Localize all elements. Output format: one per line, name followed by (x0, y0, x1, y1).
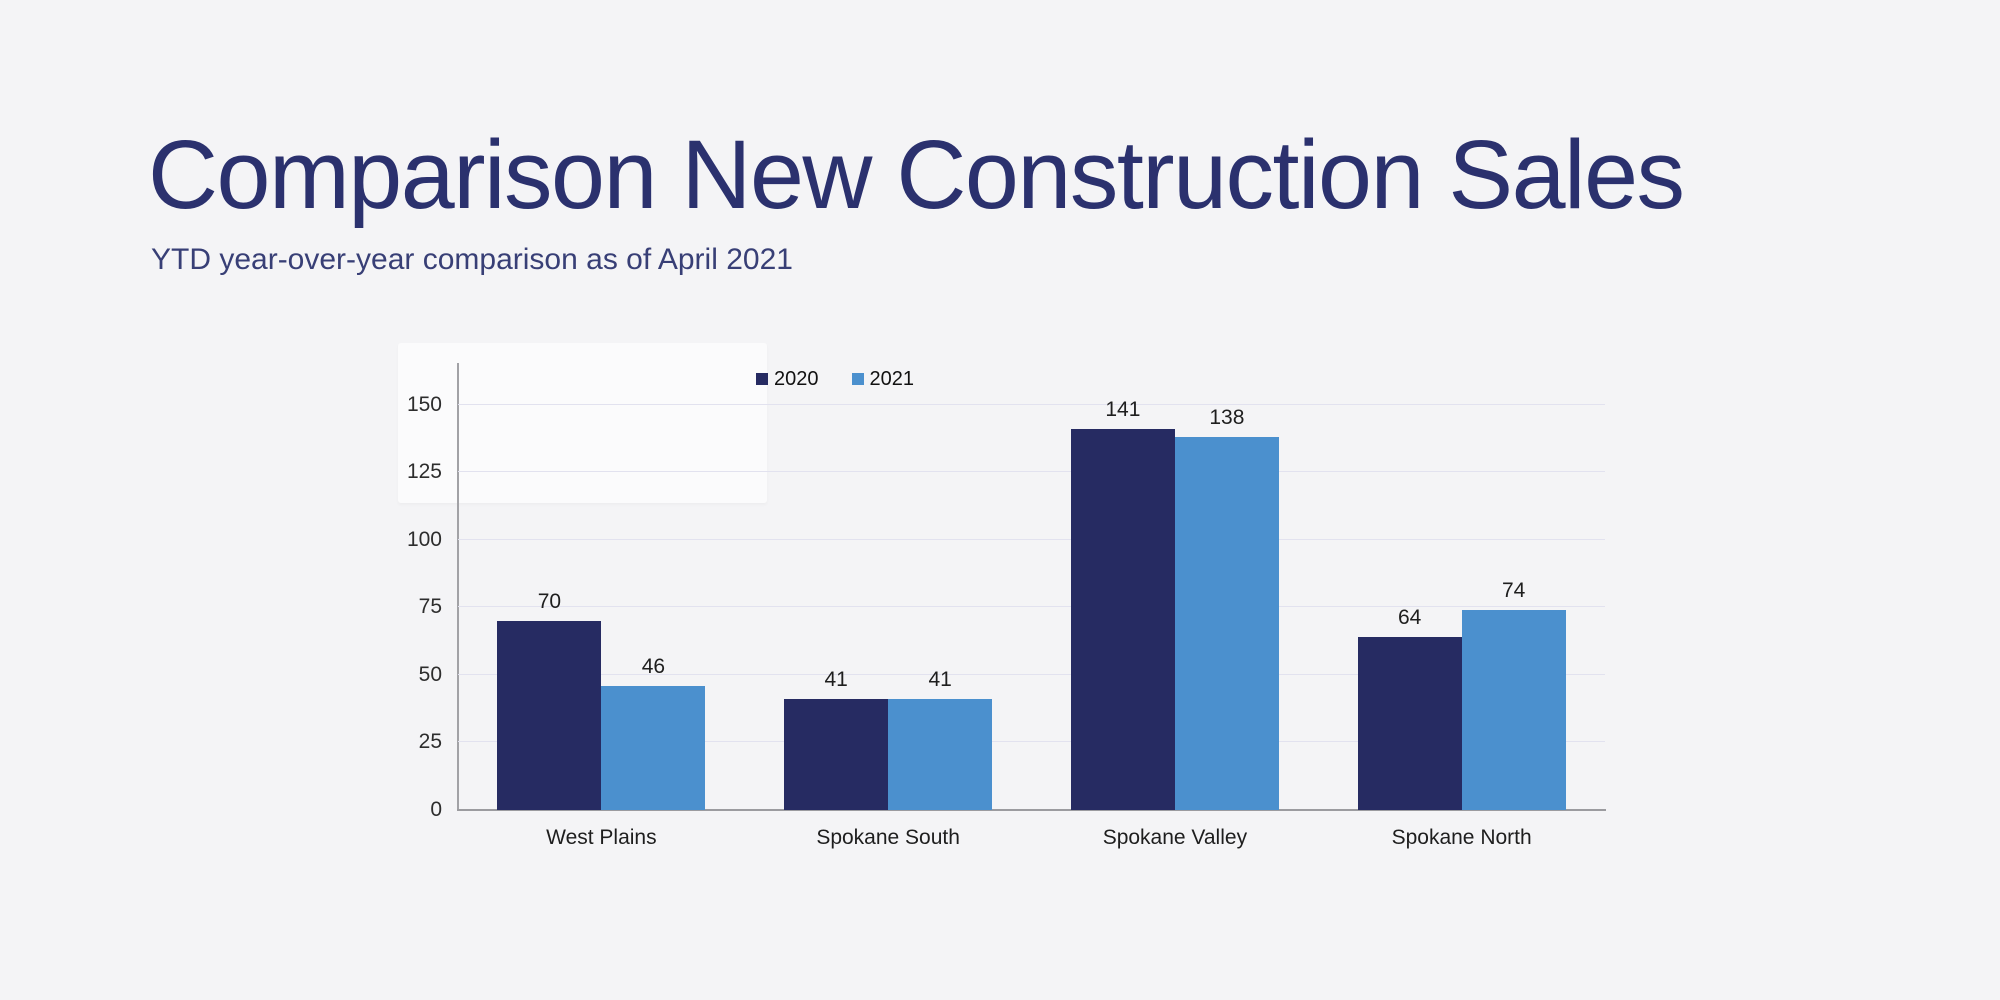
y-tick-label-150: 150 (406, 392, 442, 416)
value-label-2020-spokane-valley: 141 (1105, 398, 1141, 422)
y-tick-label-75: 75 (418, 595, 442, 619)
legend-item-2020: 2020 (756, 369, 819, 389)
chart-legend: 2020 2021 (756, 369, 914, 389)
x-axis-line (457, 809, 1606, 811)
gridline-50 (458, 673, 1605, 675)
y-tick-label-50: 50 (418, 662, 442, 686)
gridline-100 (458, 538, 1605, 540)
gridline-25 (458, 741, 1605, 743)
y-tick-label-25: 25 (418, 730, 442, 754)
background-panel (398, 343, 767, 503)
legend-swatch-2020-icon (756, 373, 768, 385)
y-tick-label-0: 0 (430, 798, 442, 821)
gridline-150 (458, 403, 1605, 405)
value-label-2021-west-plains: 46 (641, 654, 666, 678)
bar-2021-spokane-south (888, 699, 993, 810)
category-label-spokane-south: Spokane South (816, 826, 960, 849)
legend-swatch-2021-icon (851, 373, 864, 385)
bar-2021-west-plains (601, 685, 706, 810)
value-label-2021-spokane-north: 74 (1501, 579, 1526, 603)
category-label-spokane-north: Spokane North (1391, 826, 1532, 849)
page-subtitle: YTD year-over-year comparison as of Apri… (151, 243, 793, 276)
legend-item-2021: 2021 (851, 368, 915, 390)
bar-2021-spokane-north (1461, 610, 1566, 810)
value-label-2020-spokane-north: 64 (1397, 606, 1422, 630)
bar-2020-west-plains (497, 620, 602, 810)
legend-label-2020: 2020 (774, 368, 819, 390)
value-label-2021-spokane-south: 41 (928, 668, 952, 692)
page-title: Comparison New Construction Sales (148, 120, 1685, 229)
gridline-75 (458, 606, 1605, 608)
y-axis-line (457, 363, 459, 810)
gridline-125 (458, 471, 1605, 473)
value-label-2021-spokane-valley: 138 (1209, 406, 1245, 430)
bar-chart: 2020 2021 0 25 50 75 100 125 150 70 46 West Plain… (407, 363, 1606, 849)
value-label-2020-west-plains: 70 (537, 589, 562, 613)
y-tick-label-125: 125 (406, 460, 442, 484)
bar-2020-spokane-valley (1070, 429, 1175, 810)
y-tick-label-100: 100 (406, 527, 442, 551)
bar-2020-spokane-north (1357, 637, 1462, 810)
category-label-spokane-valley: Spokane Valley (1102, 826, 1248, 849)
value-label-2020-spokane-south: 41 (824, 668, 848, 692)
bar-2020-spokane-south (784, 699, 889, 810)
category-label-west-plains: West Plains (546, 826, 657, 849)
bar-2021-spokane-valley (1174, 437, 1279, 810)
legend-label-2021: 2021 (869, 368, 915, 390)
